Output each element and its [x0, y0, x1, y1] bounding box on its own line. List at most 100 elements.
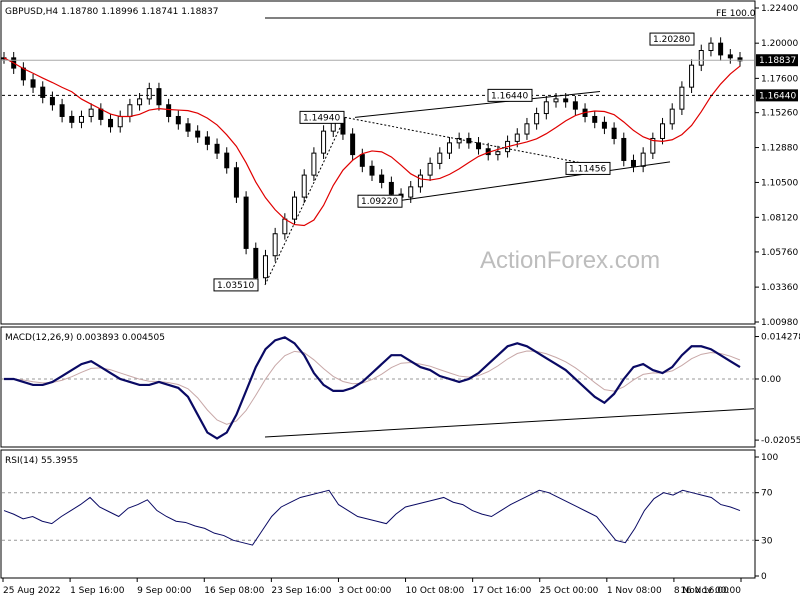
price-axis-label: 1.20000: [761, 39, 798, 49]
candle-body: [282, 218, 288, 235]
candle-body: [660, 123, 666, 139]
candle-body: [311, 152, 317, 176]
candle-body: [495, 151, 501, 156]
macd-axis-label: -0.020556: [761, 436, 800, 446]
price-annotation: 1.16440: [491, 91, 528, 101]
time-axis-label: 10 Oct 08:00: [406, 586, 465, 596]
candle-body: [321, 130, 327, 154]
candle-body: [204, 136, 210, 145]
candle-body: [166, 104, 172, 117]
candle-body: [592, 115, 598, 123]
candle-body: [708, 42, 714, 52]
candle-body: [379, 174, 385, 183]
price-annotation: 1.03510: [217, 281, 254, 291]
candle-body: [621, 137, 627, 161]
price-axis-label: 1.22400: [761, 4, 798, 14]
rsi-line: [3, 489, 741, 546]
rsi-axis-label: 30: [761, 536, 773, 546]
candle-body: [698, 50, 704, 66]
candle-body: [137, 98, 143, 106]
candle-body: [669, 108, 675, 125]
candle-body: [437, 152, 443, 164]
candle-body: [630, 159, 636, 167]
price-axis-label: 1.08120: [761, 213, 798, 223]
candle-body: [156, 88, 162, 106]
price-annotation-box: [299, 110, 345, 124]
candle-body: [572, 101, 578, 110]
candle-body: [737, 57, 743, 62]
time-axis-label: 9 Sep 00:00: [137, 586, 192, 596]
candle-body: [243, 196, 249, 249]
candle-body: [446, 142, 452, 154]
candle-body: [224, 152, 230, 169]
rsi-title: RSI(14) 55.3955: [5, 456, 78, 466]
candle-body: [78, 115, 84, 123]
candle-body: [146, 88, 152, 100]
price-axis-label: 1.15260: [761, 109, 798, 119]
candle-body: [476, 142, 482, 150]
macd-line: [4, 336, 741, 440]
candle-body: [69, 115, 75, 123]
candle-body: [718, 42, 724, 56]
time-axis-label: 23 Sep 16:00: [271, 586, 331, 596]
rsi-pane: [0, 449, 756, 579]
candle-body: [408, 186, 414, 198]
moving-average-line: [3, 57, 741, 227]
time-axis-label: 25 Oct 00:00: [540, 586, 599, 596]
time-axis-label: 1 Nov 08:00: [607, 586, 662, 596]
candle-body: [524, 123, 530, 135]
price-pane: [0, 0, 756, 325]
time-axis-label: 16 Nov 00:00: [680, 586, 741, 596]
symbol-header: GBPUSD,H4 1.18780 1.18996 1.18741 1.1883…: [5, 7, 218, 17]
price-axis: 1.22400 1.20000 1.17600 1.15260 1.12880 1.105…: [755, 4, 798, 328]
candle-body: [59, 104, 65, 117]
candle-body: [534, 113, 540, 125]
price-annotation-box: [487, 88, 533, 102]
candle-body: [108, 118, 114, 128]
macd-axis-label: 0.014278: [761, 333, 800, 343]
time-axis-label: 3 Oct 00:00: [338, 586, 391, 596]
fib-dotted-line: [344, 116, 611, 169]
price-annotation-box: [565, 161, 611, 175]
price-annotation: 1.14940: [303, 113, 340, 123]
candle-body: [456, 137, 462, 144]
price-axis-label: 1.05760: [761, 248, 798, 258]
time-axis-label: 8 Nov 16:00: [674, 586, 729, 596]
rsi-axis-label: 70: [761, 489, 773, 499]
candle-body: [650, 137, 656, 154]
macd-trend-line: [264, 408, 755, 438]
price-annotation: 1.11456: [569, 164, 606, 174]
candle-body: [49, 96, 55, 106]
price-axis-label: 1.17600: [761, 74, 798, 84]
macd-title: MACD(12,26,9) 0.003893 0.004505: [5, 333, 165, 343]
candle-body: [601, 121, 607, 129]
candle-body: [350, 133, 356, 156]
rsi-axis-label: 0: [761, 572, 767, 582]
candle-body: [640, 152, 646, 167]
candle-body: [679, 86, 685, 110]
candle-body: [417, 174, 423, 188]
candle-body: [369, 165, 375, 176]
current-price-label: 1.18837: [759, 56, 796, 66]
candle-body: [553, 98, 559, 103]
time-axis: 25 Aug 2022 1 Sep 16:00 9 Sep 00:00 16 Sep …: [2, 578, 742, 596]
macd-axis-label: 0.00: [761, 375, 781, 385]
level-tag: [756, 89, 798, 102]
candle-body: [611, 127, 617, 139]
price-axis-label: 1.00980: [761, 318, 798, 328]
candle-body: [514, 133, 520, 142]
price-annotation: 1.09220: [361, 197, 398, 207]
price-elements: 1.03510 1.14940 1.09220 1.16440 1.11456 1.202…: [1, 32, 798, 292]
fe-label: FE 100.0: [716, 9, 756, 19]
candle-body: [233, 167, 239, 198]
candle-body: [427, 162, 433, 176]
price-annotation-box: [213, 278, 259, 292]
candle-body: [214, 143, 220, 154]
candle-body: [727, 54, 733, 59]
candle-body: [98, 108, 104, 120]
candle-body: [262, 255, 268, 279]
watermark: ActionForex.com: [480, 247, 660, 274]
candle-body: [30, 79, 36, 88]
candle-body: [292, 196, 298, 220]
candle-body: [689, 64, 695, 88]
